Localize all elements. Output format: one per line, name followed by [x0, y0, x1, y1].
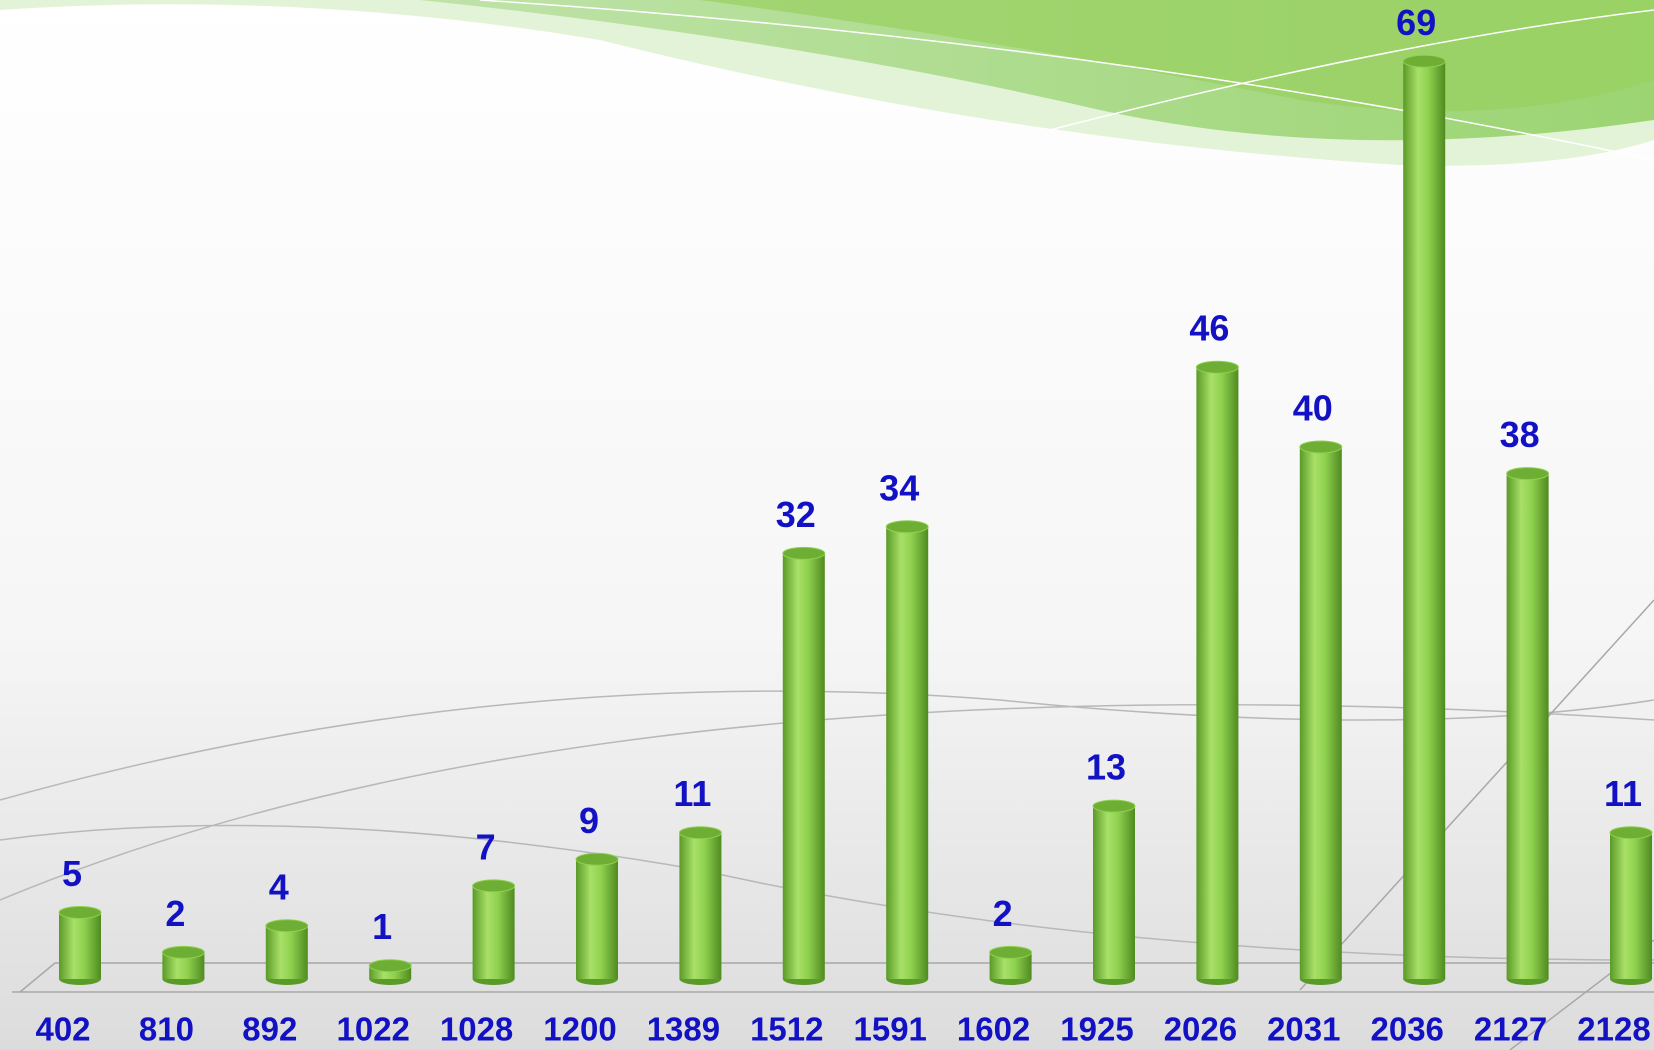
value-label: 46 — [1189, 308, 1229, 349]
value-label: 11 — [673, 773, 711, 814]
x-tick-label: 1389 — [647, 1011, 720, 1048]
x-tick-label: 1602 — [957, 1011, 1030, 1048]
bar-cap — [1610, 827, 1652, 839]
bar-cap — [1507, 468, 1549, 480]
bar-cap — [369, 960, 411, 972]
bar-cap — [1093, 800, 1135, 812]
bar — [1196, 367, 1238, 979]
value-label: 40 — [1293, 388, 1333, 429]
bar-cap — [1196, 361, 1238, 373]
x-tick-label: 1028 — [440, 1011, 513, 1048]
value-label: 1 — [372, 906, 392, 947]
bar — [679, 833, 721, 979]
x-tick-label: 1022 — [336, 1011, 409, 1048]
bar — [783, 553, 825, 979]
x-tick-label: 892 — [242, 1011, 297, 1048]
bar-cap — [266, 920, 308, 932]
value-label: 69 — [1396, 2, 1436, 43]
value-label: 11 — [1604, 773, 1642, 814]
x-tick-label: 2026 — [1164, 1011, 1237, 1048]
x-tick-label: 1512 — [750, 1011, 823, 1048]
chart: 4025810289241022110287120091389111512321… — [0, 0, 1654, 1050]
value-label: 2 — [165, 893, 185, 934]
page: 4025810289241022110287120091389111512321… — [0, 0, 1654, 1050]
x-tick-label: 1200 — [543, 1011, 616, 1048]
value-label: 4 — [269, 866, 289, 907]
value-label: 2 — [993, 893, 1013, 934]
bar — [266, 926, 308, 979]
bar-cap — [1403, 55, 1445, 67]
x-tick-label: 2036 — [1370, 1011, 1443, 1048]
bar-cap — [162, 946, 204, 958]
x-tick-label: 402 — [35, 1011, 90, 1048]
value-label: 38 — [1500, 414, 1540, 455]
bar — [1093, 806, 1135, 979]
bar-cap — [679, 827, 721, 839]
bar — [473, 886, 515, 979]
bar — [576, 859, 618, 979]
value-label: 5 — [62, 853, 82, 894]
value-label: 9 — [579, 800, 599, 841]
bar — [1507, 474, 1549, 979]
value-label: 7 — [476, 826, 496, 867]
bar-cap — [473, 880, 515, 892]
x-tick-label: 2031 — [1267, 1011, 1340, 1048]
bar — [1610, 833, 1652, 979]
x-tick-label: 1591 — [853, 1011, 926, 1048]
x-tick-label: 1925 — [1060, 1011, 1133, 1048]
value-label: 13 — [1086, 747, 1126, 788]
value-label: 34 — [879, 467, 919, 508]
bar — [886, 527, 928, 979]
bar — [1403, 61, 1445, 979]
bar-cap — [990, 946, 1032, 958]
bar — [1300, 447, 1342, 979]
x-tick-label: 810 — [139, 1011, 194, 1048]
bar-cap — [576, 853, 618, 865]
x-tick-label: 2128 — [1577, 1011, 1650, 1048]
bar-cap — [59, 907, 101, 919]
bar-cap — [783, 547, 825, 559]
value-label: 32 — [776, 494, 816, 535]
bar — [59, 913, 101, 980]
x-tick-label: 2127 — [1474, 1011, 1547, 1048]
bar-cap — [1300, 441, 1342, 453]
bar-cap — [886, 521, 928, 533]
